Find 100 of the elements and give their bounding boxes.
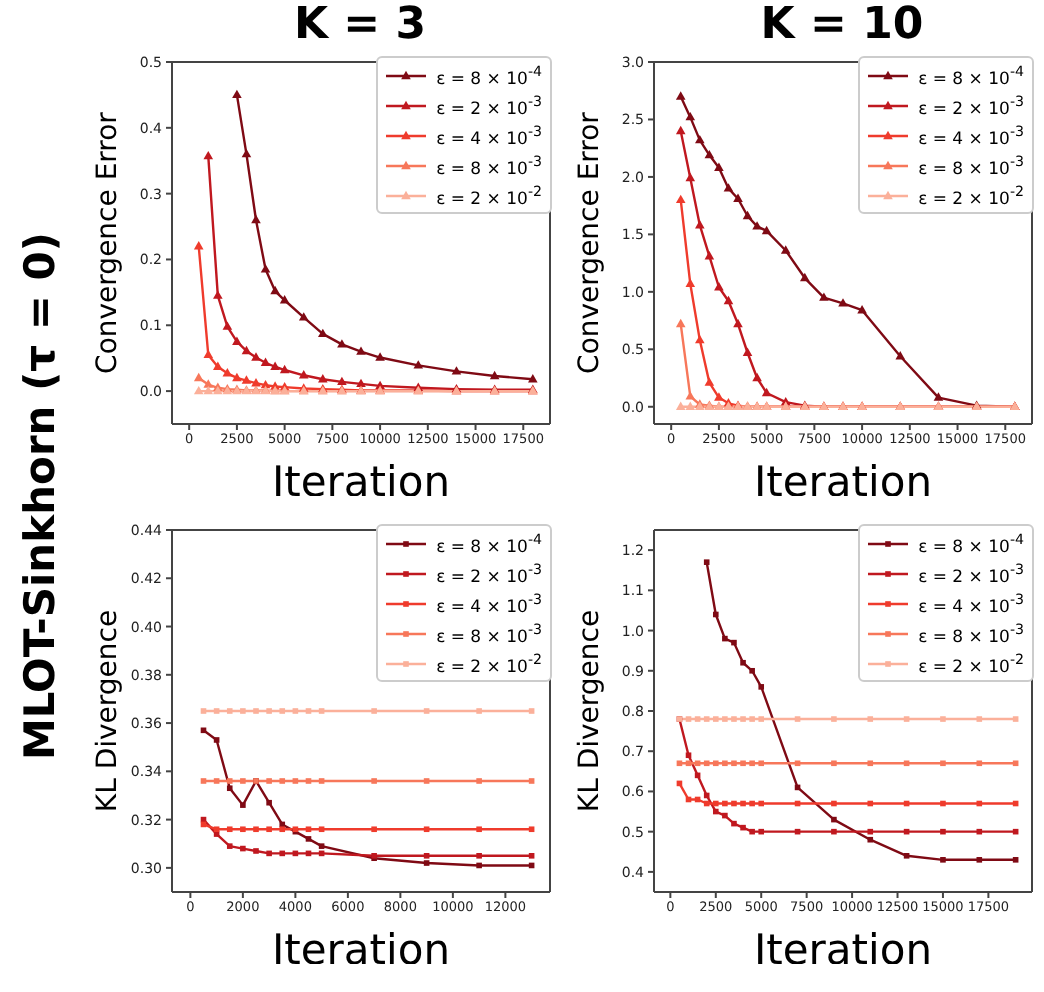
x-axis-title: Iteration	[753, 926, 933, 974]
point	[685, 752, 692, 759]
point	[279, 826, 286, 833]
point	[976, 760, 983, 767]
legend-label: ε = 2 × 10$^{-3}$	[918, 559, 1024, 587]
legend-label: ε = 4 × 10$^{-3}$	[436, 121, 542, 149]
point	[704, 149, 715, 159]
point	[819, 292, 829, 301]
point	[241, 375, 252, 384]
point	[423, 853, 430, 859]
point	[940, 800, 946, 807]
legend-label: ε = 2 × 10$^{-2}$	[918, 649, 1024, 677]
legend-label: ε = 8 × 10$^{-3}$	[436, 151, 542, 179]
point	[298, 312, 309, 321]
point	[940, 828, 946, 835]
legend-label: ε = 8 × 10$^{-4}$	[918, 529, 1024, 557]
point	[292, 778, 299, 784]
point	[356, 346, 366, 355]
point	[903, 716, 910, 722]
point	[758, 760, 765, 767]
point	[685, 760, 692, 767]
point	[749, 828, 755, 835]
point	[731, 820, 737, 827]
point	[685, 391, 696, 400]
point	[251, 214, 261, 224]
point	[712, 760, 719, 767]
point	[749, 760, 755, 767]
point	[213, 778, 220, 784]
point	[780, 245, 791, 254]
point	[240, 845, 246, 852]
line-series	[200, 727, 535, 869]
point	[867, 760, 874, 767]
point	[266, 826, 272, 833]
point	[867, 800, 874, 807]
point	[203, 150, 214, 160]
chart-title: K = 3	[291, 0, 429, 52]
point	[749, 800, 755, 807]
point	[703, 559, 710, 565]
legend-label: ε = 2 × 10$^{-3}$	[918, 91, 1024, 119]
point	[976, 800, 983, 807]
point	[200, 708, 207, 714]
point	[318, 328, 328, 338]
point	[685, 111, 696, 121]
point	[794, 760, 801, 767]
point	[279, 295, 290, 304]
point	[685, 172, 696, 182]
point	[193, 241, 204, 250]
point	[213, 708, 220, 714]
point	[318, 826, 325, 833]
text: MLOT-Sinkhorn (τ = 0)	[16, 232, 64, 760]
point	[337, 339, 347, 348]
point	[476, 826, 482, 833]
point	[831, 816, 837, 823]
point	[761, 387, 772, 397]
point	[704, 377, 715, 386]
point	[703, 792, 710, 799]
point	[226, 843, 233, 849]
point	[695, 334, 705, 344]
point	[489, 370, 500, 380]
legend-label: ε = 8 × 10$^{-3}$	[918, 151, 1024, 179]
point	[260, 357, 271, 366]
x-axis-title: Iteration	[271, 458, 451, 506]
point	[940, 760, 946, 767]
point	[337, 376, 347, 386]
point	[193, 372, 204, 382]
point	[867, 828, 874, 835]
point	[222, 321, 233, 330]
point	[305, 708, 312, 714]
point	[722, 635, 728, 642]
point	[675, 125, 686, 135]
point	[251, 377, 261, 387]
point	[203, 379, 214, 388]
point	[752, 372, 762, 382]
line-series	[200, 816, 535, 859]
point	[714, 282, 724, 291]
legend-label: ε = 4 × 10$^{-3}$	[918, 589, 1024, 617]
point	[318, 374, 328, 383]
point	[740, 800, 746, 807]
point	[318, 843, 325, 849]
point	[704, 251, 715, 260]
point	[451, 366, 462, 375]
point	[831, 828, 837, 835]
point	[733, 318, 743, 328]
point	[528, 853, 535, 859]
point	[200, 778, 207, 784]
point	[226, 785, 233, 792]
legend-label: ε = 4 × 10$^{-3}$	[436, 589, 542, 617]
point	[279, 778, 286, 784]
point	[903, 853, 910, 859]
point	[528, 374, 538, 383]
point	[722, 760, 728, 767]
point	[758, 828, 765, 835]
point	[723, 295, 734, 305]
x-axis-title: Iteration	[271, 926, 451, 974]
point	[305, 826, 312, 833]
point	[731, 760, 737, 767]
point	[298, 370, 309, 379]
point	[722, 812, 728, 819]
point	[685, 716, 692, 722]
legend-label: ε = 2 × 10$^{-3}$	[436, 91, 542, 119]
